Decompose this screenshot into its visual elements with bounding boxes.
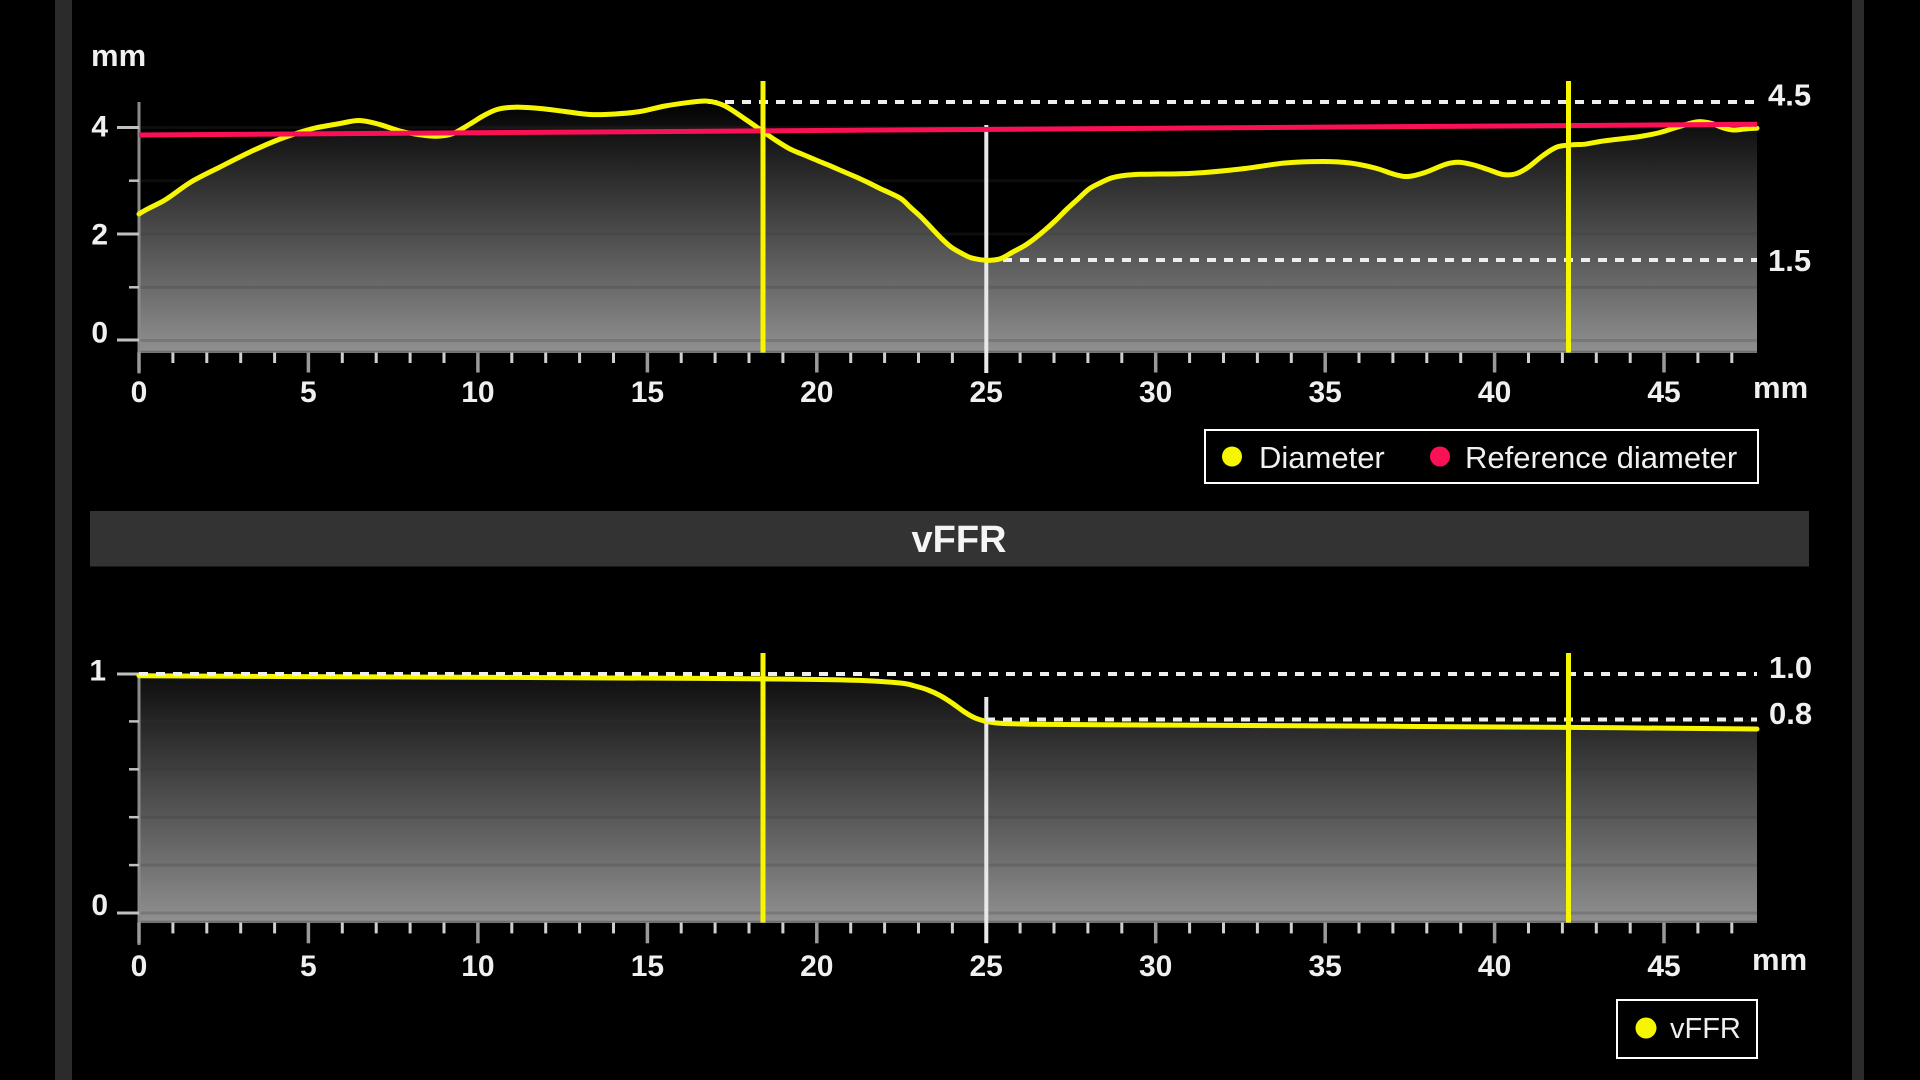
svg-text:45: 45: [1647, 376, 1680, 409]
svg-text:1: 1: [89, 654, 106, 687]
svg-text:Diameter: Diameter: [1259, 440, 1385, 475]
svg-text:5: 5: [300, 950, 317, 983]
svg-text:4: 4: [91, 111, 108, 144]
svg-text:vFFR: vFFR: [912, 519, 1007, 561]
svg-text:20: 20: [800, 950, 833, 983]
svg-text:Reference diameter: Reference diameter: [1465, 440, 1737, 475]
svg-text:10: 10: [461, 950, 494, 983]
svg-text:40: 40: [1478, 376, 1511, 409]
svg-text:0: 0: [91, 317, 108, 350]
svg-text:35: 35: [1309, 376, 1342, 409]
svg-text:25: 25: [970, 950, 1003, 983]
svg-text:0: 0: [91, 889, 108, 922]
svg-text:10: 10: [461, 376, 494, 409]
svg-text:20: 20: [800, 376, 833, 409]
svg-text:45: 45: [1647, 950, 1680, 983]
svg-text:mm: mm: [1752, 942, 1807, 977]
svg-text:15: 15: [631, 376, 664, 409]
svg-text:1.0: 1.0: [1769, 650, 1812, 685]
svg-text:30: 30: [1139, 950, 1172, 983]
svg-text:mm: mm: [91, 38, 146, 73]
svg-text:40: 40: [1478, 950, 1511, 983]
svg-text:0.8: 0.8: [1769, 696, 1812, 731]
svg-text:25: 25: [970, 376, 1003, 409]
svg-text:mm: mm: [1753, 370, 1808, 405]
svg-text:35: 35: [1309, 950, 1342, 983]
svg-text:5: 5: [300, 376, 317, 409]
svg-text:4.5: 4.5: [1768, 78, 1811, 113]
svg-text:1.5: 1.5: [1768, 243, 1811, 278]
svg-text:30: 30: [1139, 376, 1172, 409]
svg-text:15: 15: [631, 950, 664, 983]
svg-text:2: 2: [91, 218, 108, 251]
svg-text:vFFR: vFFR: [1670, 1013, 1741, 1045]
svg-text:0: 0: [131, 950, 148, 983]
svg-text:0: 0: [131, 376, 148, 409]
